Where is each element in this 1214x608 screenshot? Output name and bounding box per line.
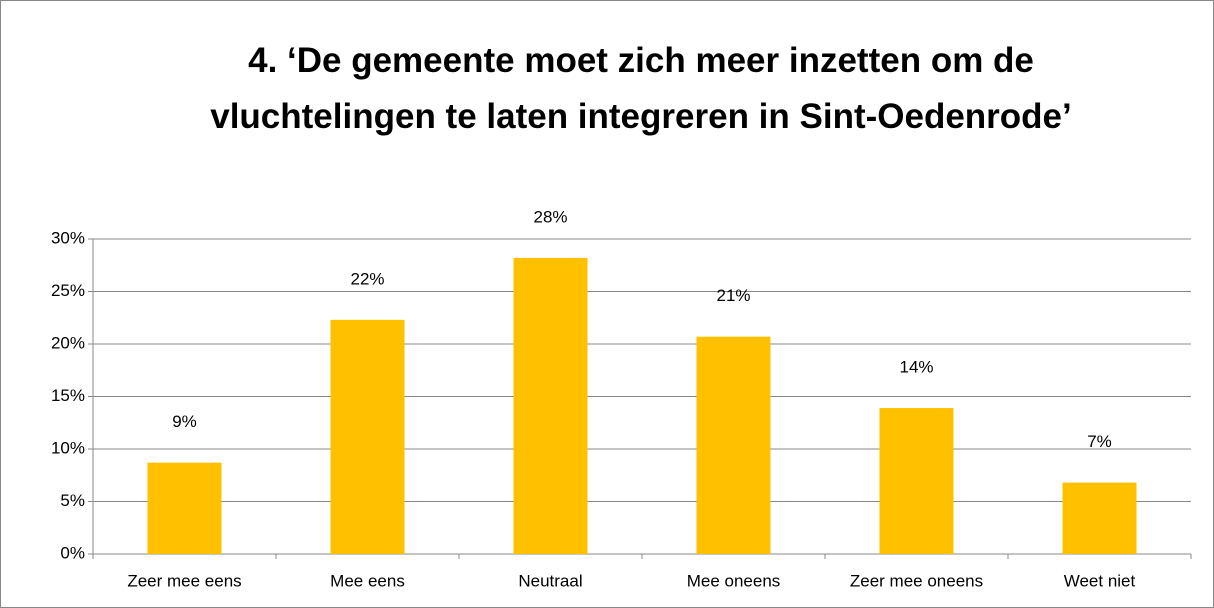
bar (696, 336, 771, 554)
x-tick-label: Weet niet (1064, 571, 1136, 590)
data-label: 22% (350, 269, 384, 288)
y-tick-label: 5% (60, 491, 85, 510)
x-tick-label: Mee oneens (687, 571, 781, 590)
y-tick-label: 0% (60, 543, 85, 562)
y-tick-label: 15% (51, 386, 85, 405)
y-tick-label: 30% (51, 228, 85, 247)
chart-title: 4. ‘De gemeente moet zich meer inzetten … (210, 41, 1072, 136)
x-tick-label: Mee eens (330, 571, 405, 590)
data-label: 14% (899, 358, 933, 377)
bar (1062, 482, 1137, 554)
bar (330, 319, 405, 554)
bar (147, 462, 222, 554)
data-label: 21% (716, 286, 750, 305)
bar (879, 408, 954, 554)
x-tick-label: Zeer mee eens (127, 571, 241, 590)
data-label: 28% (533, 207, 567, 226)
x-tick-label: Neutraal (518, 571, 582, 590)
x-tick-label: Zeer mee oneens (850, 571, 983, 590)
y-tick-label: 25% (51, 281, 85, 300)
data-label: 7% (1087, 432, 1112, 451)
y-tick-label: 10% (51, 438, 85, 457)
y-tick-label: 20% (51, 333, 85, 352)
data-label: 9% (172, 412, 197, 431)
bar (513, 257, 588, 554)
